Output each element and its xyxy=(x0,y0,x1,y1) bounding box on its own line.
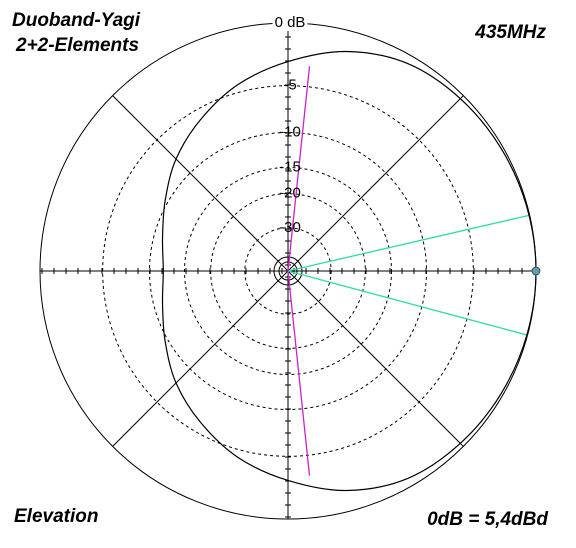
view-label: Elevation xyxy=(14,506,98,527)
grid-ring xyxy=(184,167,392,375)
grid-ring xyxy=(210,193,366,349)
label-background xyxy=(272,13,308,31)
chart-title: Duoband-Yagi xyxy=(12,10,141,31)
peak-marker xyxy=(531,266,541,276)
marker-line xyxy=(287,270,528,336)
marker-line xyxy=(287,214,530,272)
inner-ring xyxy=(273,256,303,286)
chart-subtitle: 2+2-Elements xyxy=(15,35,139,56)
marker-line xyxy=(287,66,311,272)
r-tick-label: -20 xyxy=(279,185,301,202)
grid-ring xyxy=(102,85,474,457)
r-tick-label: -5 xyxy=(283,77,296,94)
tick-labels: 0 dB -5 -10 -15 -20 -30 xyxy=(272,13,308,236)
r-tick-label: -30 xyxy=(279,219,301,236)
inner-ring xyxy=(278,261,298,281)
r-tick-label: -10 xyxy=(279,123,301,140)
grid-ring xyxy=(244,227,332,315)
r-tick-label: 0 dB xyxy=(275,14,306,31)
pattern-line xyxy=(161,50,537,492)
plot-area xyxy=(161,50,541,492)
r-tick-label: -15 xyxy=(279,158,301,175)
grid-ring xyxy=(149,132,427,410)
marker-line xyxy=(287,270,311,476)
frequency-label: 435MHz xyxy=(474,22,546,43)
reference-label: 0dB = 5,4dBd xyxy=(427,509,548,530)
